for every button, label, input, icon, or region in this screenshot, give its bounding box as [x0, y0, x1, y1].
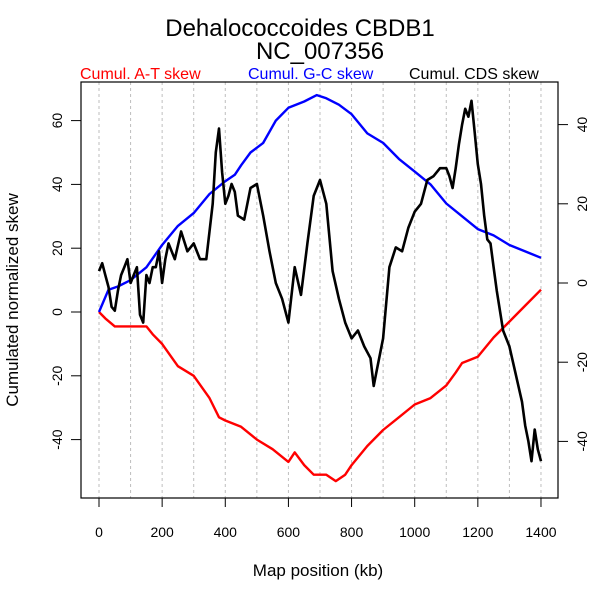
- y2-tick-label: 40: [574, 117, 590, 133]
- y-tick-label: 20: [49, 240, 65, 256]
- y-tick-label: -20: [49, 365, 65, 385]
- y-axis-label: Cumulated normalized skew: [3, 193, 22, 407]
- legend-gc-skew: Cumul. G-C skew: [248, 66, 374, 83]
- series-layer: [97, 93, 543, 483]
- x-tick-label: 1400: [525, 524, 556, 540]
- x-tick-label: 1200: [462, 524, 493, 540]
- x-tick-label: 800: [340, 524, 364, 540]
- chart-subtitle: NC_007356: [256, 38, 384, 65]
- y-tick-label: 40: [49, 176, 65, 192]
- legend-cds-skew: Cumul. CDS skew: [409, 66, 539, 83]
- y-tick-label: 60: [49, 113, 65, 129]
- legend-at-skew: Cumul. A-T skew: [80, 66, 201, 83]
- y2-tick-label: 20: [574, 196, 590, 212]
- y2-tick-label: -40: [574, 431, 590, 451]
- gc-skew-line: [97, 93, 542, 313]
- cds-skew-line: [97, 99, 543, 463]
- at-skew-line: [98, 288, 542, 483]
- y2-tick-label: 0: [574, 279, 590, 287]
- x-tick-label: 200: [150, 524, 174, 540]
- x-tick-label: 400: [214, 524, 238, 540]
- x-tick-label: 0: [95, 524, 103, 540]
- x-tick-label: 1000: [399, 524, 430, 540]
- x-axis: 0 200 400 600 800 1000 1200 1400: [95, 498, 557, 540]
- y-axis-right: -40 -20 0 20 40: [558, 117, 590, 452]
- y2-tick-label: -20: [574, 352, 590, 372]
- chart-title: Dehalococcoides CBDB1: [165, 15, 434, 42]
- y-tick-label: 0: [49, 308, 65, 316]
- y-tick-label: -40: [49, 429, 65, 449]
- x-tick-label: 600: [277, 524, 301, 540]
- plot-frame: [80, 81, 559, 499]
- x-axis-label: Map position (kb): [253, 561, 383, 580]
- y-axis-left: -40 -20 0 20 40 60: [49, 113, 81, 450]
